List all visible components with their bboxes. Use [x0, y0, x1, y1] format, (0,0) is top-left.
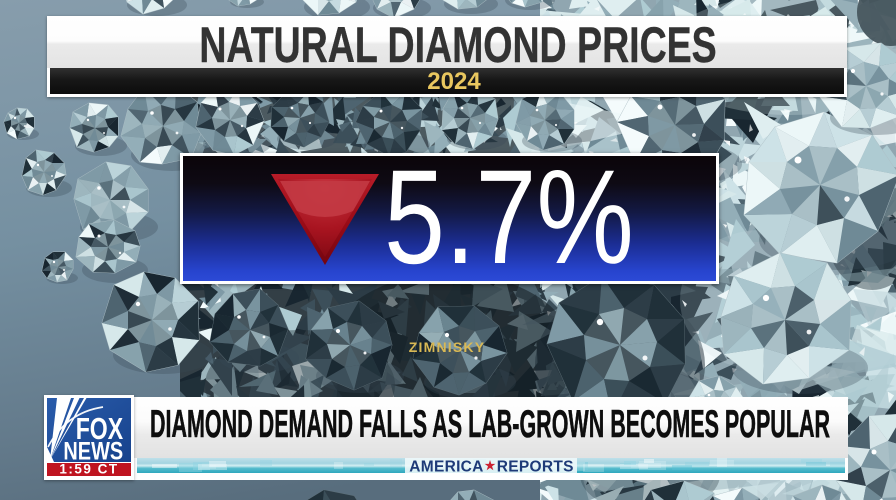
- svg-text:NEWS: NEWS: [63, 437, 123, 462]
- svg-text:FOX: FOX: [76, 411, 123, 446]
